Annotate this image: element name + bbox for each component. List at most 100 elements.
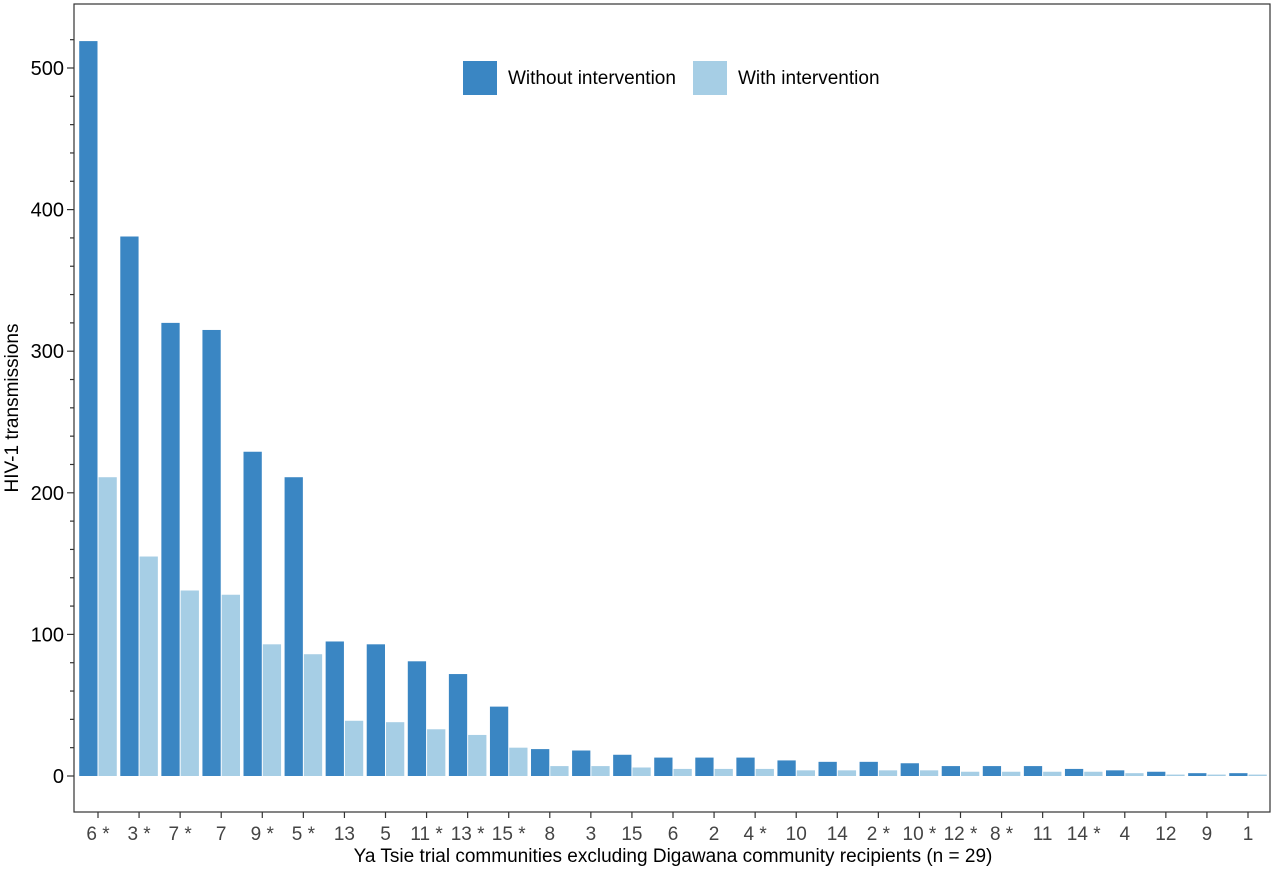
bar-without-intervention: [407, 661, 427, 776]
bar-with-intervention: [1166, 774, 1185, 776]
x-tick-label: 6: [668, 824, 679, 845]
bar-without-intervention: [572, 750, 591, 776]
bar-with-intervention: [1207, 774, 1226, 776]
y-tick-label: 400: [31, 200, 64, 222]
x-tick-label: 14 *: [1067, 824, 1101, 845]
x-tick-label: 12: [1155, 824, 1176, 845]
x-tick-label: 7: [216, 824, 227, 845]
bar-without-intervention: [1023, 766, 1043, 776]
x-tick-label: 8 *: [990, 824, 1014, 845]
bar-with-intervention: [919, 770, 939, 776]
x-axis: 6 * 3 * 7 * 7 9 * 5 * 13 5 11 * 13 * 15 * 8 3 15 6 2 4 *…: [86, 812, 1253, 845]
x-tick-label: 7 *: [169, 824, 193, 845]
bar-without-intervention: [1147, 771, 1166, 776]
bar-with-intervention: [139, 556, 158, 776]
x-tick-label: 13 *: [451, 824, 485, 845]
bar-without-intervention: [1064, 768, 1084, 776]
x-tick-label: 3 *: [127, 824, 151, 845]
y-tick-label: 500: [31, 58, 64, 80]
bar-without-intervention: [900, 763, 919, 776]
bar-with-intervention: [796, 770, 815, 776]
x-tick-label: 10 *: [903, 824, 937, 845]
bar-without-intervention: [79, 41, 98, 777]
bar-with-intervention: [550, 766, 569, 776]
x-tick-label: 5 *: [292, 824, 316, 845]
bar-with-intervention: [98, 477, 117, 776]
bar-without-intervention: [654, 757, 673, 776]
bar-without-intervention: [448, 674, 468, 776]
bar-with-intervention: [632, 767, 651, 776]
y-tick-label: 200: [31, 483, 64, 505]
x-axis-label: Ya Tsie trial communities excluding Diga…: [354, 846, 993, 867]
x-tick-label: 11: [1033, 824, 1053, 845]
bars-group: [79, 41, 1267, 777]
x-tick-label: 5: [380, 824, 391, 845]
bar-without-intervention: [284, 477, 303, 776]
bar-with-intervention: [591, 766, 610, 776]
bar-without-intervention: [366, 644, 385, 776]
bar-without-intervention: [202, 329, 221, 776]
y-axis-label: HIV-1 transmissions: [2, 324, 23, 493]
y-axis: 0 100 200 300 400 500: [31, 39, 74, 788]
bar-with-intervention: [1248, 774, 1267, 776]
bar-with-intervention: [180, 590, 199, 776]
y-tick-label: 0: [53, 766, 64, 788]
bar-without-intervention: [1106, 770, 1125, 776]
bar-with-intervention: [344, 720, 364, 776]
bar-without-intervention: [982, 766, 1002, 776]
x-tick-label: 12 *: [944, 824, 978, 845]
bar-with-intervention: [1043, 771, 1062, 776]
bar-with-intervention: [468, 734, 487, 776]
legend: Without intervention With intervention: [463, 61, 880, 95]
bar-with-intervention: [961, 771, 980, 776]
x-tick-label: 8: [544, 824, 555, 845]
x-tick-label: 4 *: [744, 824, 768, 845]
bar-with-intervention: [714, 768, 733, 776]
bar-with-intervention: [1002, 771, 1021, 776]
bar-without-intervention: [613, 754, 632, 776]
legend-swatch: [463, 61, 497, 95]
bar-with-intervention: [837, 770, 857, 776]
x-tick-label: 13: [334, 824, 355, 845]
x-tick-label: 1: [1243, 824, 1254, 845]
bar-without-intervention: [777, 760, 796, 776]
x-tick-label: 10: [786, 824, 807, 845]
bar-with-intervention: [303, 654, 323, 776]
bar-without-intervention: [859, 761, 878, 776]
bar-with-intervention: [1125, 773, 1144, 776]
bar-without-intervention: [1188, 773, 1207, 776]
bar-with-intervention: [221, 594, 240, 776]
bar-with-intervention: [755, 768, 774, 776]
bar-with-intervention: [262, 644, 282, 776]
legend-swatch: [693, 61, 727, 95]
bar-without-intervention: [489, 706, 509, 776]
bar-without-intervention: [243, 451, 262, 776]
bar-without-intervention: [818, 761, 837, 776]
y-tick-label: 300: [31, 341, 64, 363]
x-tick-label: 9 *: [251, 824, 275, 845]
y-tick-label: 100: [31, 624, 64, 646]
x-tick-label: 4: [1119, 824, 1130, 845]
bar-with-intervention: [509, 747, 528, 776]
bar-without-intervention: [325, 641, 344, 776]
x-tick-label: 2: [709, 824, 720, 845]
bar-with-intervention: [1084, 771, 1103, 776]
x-tick-label: 11 *: [410, 824, 443, 845]
bar-without-intervention: [941, 766, 960, 776]
legend-label: With intervention: [738, 68, 880, 89]
x-tick-label: 2 *: [867, 824, 891, 845]
bar-with-intervention: [386, 722, 405, 776]
bar-without-intervention: [161, 322, 180, 776]
x-tick-label: 9: [1202, 824, 1213, 845]
bar-without-intervention: [736, 757, 755, 776]
bar-with-intervention: [878, 770, 898, 776]
bar-without-intervention: [695, 757, 714, 776]
x-tick-label: 3: [586, 824, 597, 845]
bar-with-intervention: [673, 768, 692, 776]
x-tick-label: 6 *: [86, 824, 110, 845]
x-tick-label: 15: [621, 824, 642, 845]
x-tick-label: 14: [827, 824, 849, 845]
bar-without-intervention: [1229, 773, 1248, 776]
